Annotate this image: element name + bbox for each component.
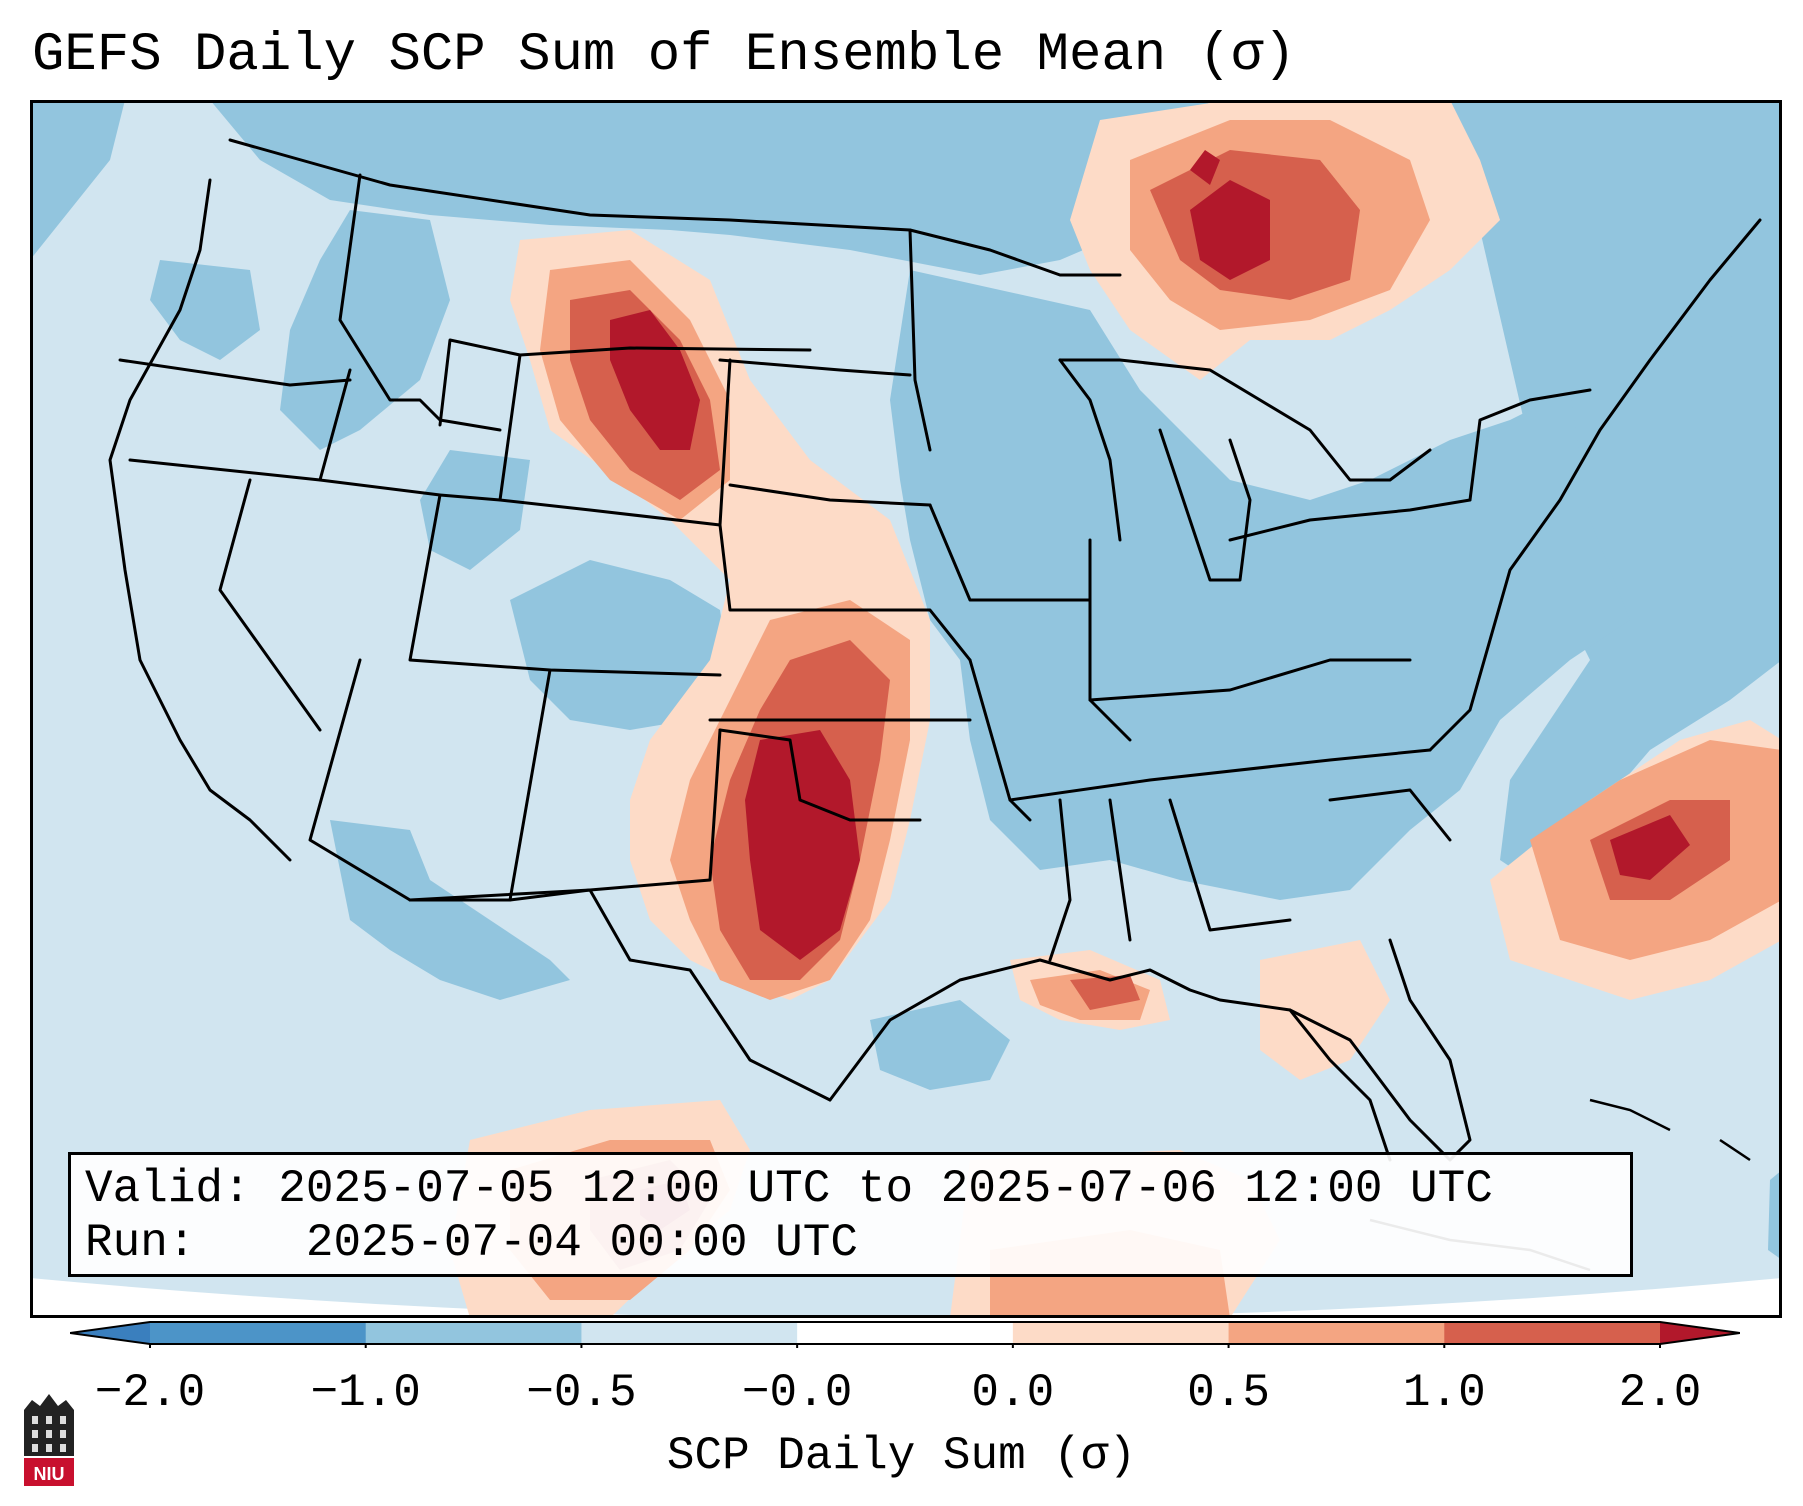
border-nd-sd <box>718 358 912 377</box>
colorbar-segment <box>150 1322 367 1344</box>
border-sd-ne <box>728 483 932 507</box>
colorbar-extend-low <box>70 1322 150 1344</box>
border-nm-tx <box>508 728 722 902</box>
border-ga <box>1168 798 1292 932</box>
validity-info-box: Valid: 2025-07-05 12:00 UTC to 2025-07-0… <box>68 1152 1633 1277</box>
colorbar-tick-label: −0.5 <box>526 1367 637 1419</box>
border-ne-ks <box>718 523 972 662</box>
colorbar-segment <box>1012 1322 1230 1344</box>
border-ky <box>1088 658 1412 702</box>
boundaries <box>108 138 1762 1162</box>
great-lakes-shore <box>1058 358 1432 482</box>
run-value: 2025-07-04 00:00 UTC <box>305 1217 858 1269</box>
colorbar-tick-label: −1.0 <box>310 1367 421 1419</box>
colorbar-segment <box>581 1322 798 1344</box>
gulf-coast <box>828 958 1392 1162</box>
border-mexico <box>408 888 832 1102</box>
border-or-id <box>318 368 502 502</box>
valid-value: 2025-07-05 12:00 UTC to 2025-07-06 12:00… <box>278 1163 1493 1215</box>
colorbar-segment <box>365 1322 582 1344</box>
colorbar-label: SCP Daily Sum (σ) <box>666 1430 1137 1482</box>
run-line: Run: 2025-07-04 00:00 UTC <box>85 1217 858 1269</box>
border-tn <box>1008 748 1432 802</box>
logo-text: NIU <box>34 1464 65 1484</box>
florida <box>1288 938 1472 1162</box>
border-tx-ok <box>718 728 922 822</box>
colorbar-segment <box>1444 1322 1661 1344</box>
border-wy <box>498 353 732 527</box>
colorbar-tick-label: 2.0 <box>1618 1367 1702 1419</box>
border-mississippi <box>1048 798 1072 962</box>
valid-label: Valid: <box>85 1163 251 1215</box>
colorbar-tick-label: 0.0 <box>971 1367 1055 1419</box>
border-or-ca <box>128 458 322 482</box>
east-coast <box>1428 218 1762 752</box>
canada-border <box>228 138 1122 277</box>
colorbar-segment <box>1228 1322 1445 1344</box>
scp-map <box>30 100 1782 1318</box>
colorbar-tick-label: −0.0 <box>741 1367 853 1419</box>
colorbar-tick-label: −2.0 <box>94 1367 206 1419</box>
border-ne-states <box>1468 388 1592 502</box>
border-co-nm <box>508 668 552 902</box>
colorbar-extend-high <box>1660 1322 1740 1344</box>
colorbar-tick-label: 0.5 <box>1187 1367 1270 1419</box>
below-normal-region <box>30 100 1782 1260</box>
valid-line: Valid: 2025-07-05 12:00 UTC to 2025-07-0… <box>85 1163 1493 1215</box>
map-title: GEFS Daily SCP Sum of Ensemble Mean (σ) <box>32 25 1296 86</box>
colorbar-ticks: −2.0 −1.0 −0.5 −0.0 0.0 0.5 1.0 2.0 <box>0 1368 1803 1428</box>
border-wi-mi <box>1058 358 1122 542</box>
border-al <box>1108 798 1132 942</box>
border-id-mt <box>338 173 502 432</box>
border-dakotas-mn <box>908 228 932 452</box>
colorbar <box>69 1318 1741 1348</box>
map-frame <box>30 100 1782 1318</box>
border-sc-nc <box>1328 788 1452 842</box>
out-of-domain-area <box>30 1278 1782 1318</box>
lake-michigan <box>1158 428 1252 582</box>
border-wa-or <box>118 358 352 387</box>
border-oh-pa <box>1228 498 1472 542</box>
colorbar-segment <box>797 1322 1014 1344</box>
border-ia-mo <box>928 503 1092 602</box>
niu-logo-icon: NIU <box>20 1392 78 1490</box>
coastline-west <box>108 178 292 862</box>
border-nv-ut <box>218 478 322 732</box>
border-az-nm <box>308 658 512 902</box>
border-ut-co <box>408 493 722 677</box>
colorbar-tick-label: 1.0 <box>1402 1367 1486 1419</box>
run-label: Run: <box>85 1217 196 1269</box>
